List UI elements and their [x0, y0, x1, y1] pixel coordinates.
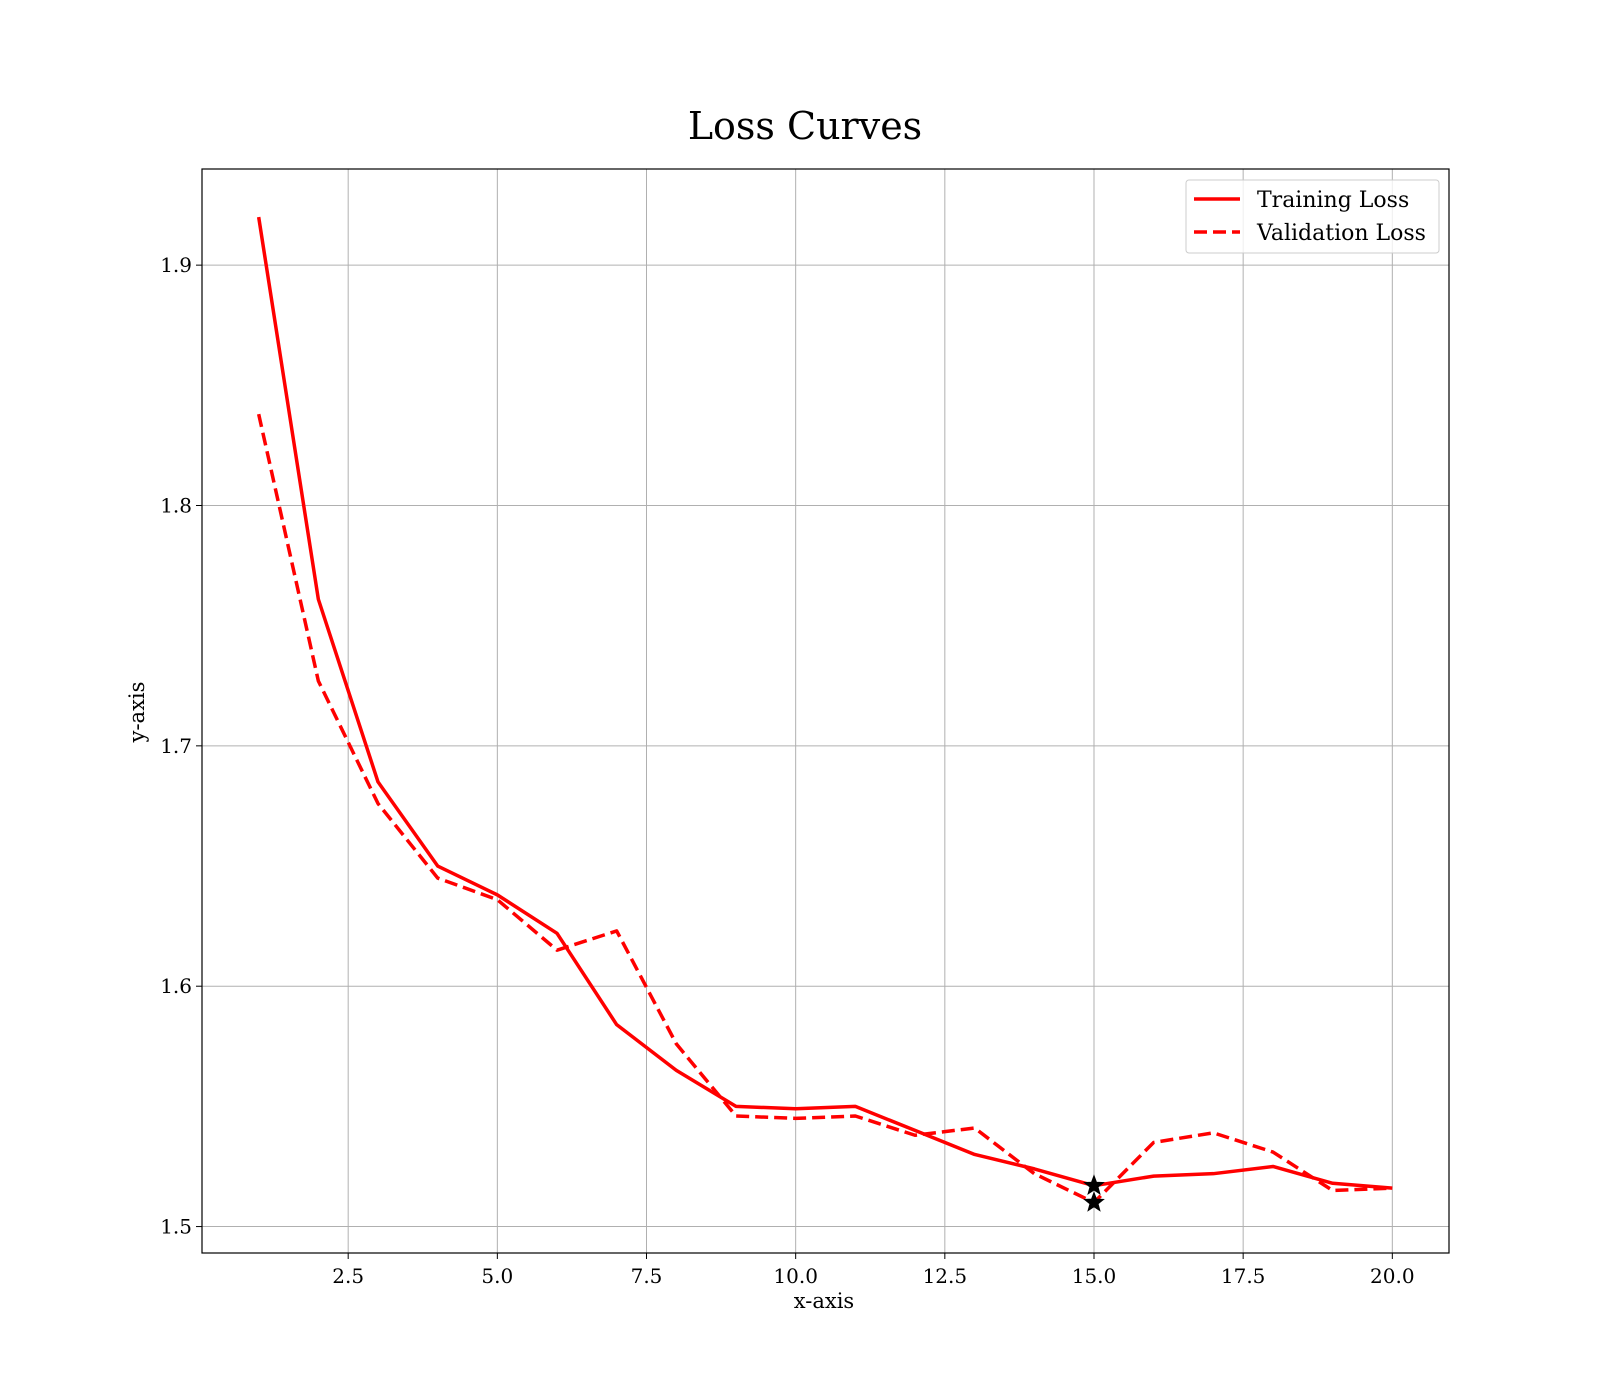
y-tick-label: 1.9	[160, 253, 192, 277]
y-axis-ticks: 1.5 1.6 1.7 1.8 1.9	[160, 253, 202, 1239]
min-marker-star-validation-loss	[1083, 1191, 1105, 1212]
chart-legend: Training Loss Validation Loss	[1185, 179, 1440, 254]
x-tick-label: 2.5	[332, 1264, 364, 1288]
series-line-validation-loss	[256, 413, 1393, 1205]
x-tick-label: 20.0	[1370, 1264, 1415, 1288]
grid-lines	[202, 169, 1449, 1253]
x-tick-label: 17.5	[1221, 1264, 1266, 1288]
min-marker-star-training-loss	[1083, 1174, 1105, 1195]
x-tick-label: 5.0	[481, 1264, 513, 1288]
plot-markers	[1083, 1174, 1105, 1212]
x-axis-ticks: 2.5 5.0 7.5 10.0 12.5 15.0 17.5 20.0	[332, 1253, 1415, 1288]
x-tick-label: 7.5	[631, 1264, 663, 1288]
y-tick-label: 1.5	[160, 1215, 192, 1239]
y-tick-label: 1.8	[160, 493, 192, 517]
x-tick-label: 12.5	[923, 1264, 968, 1288]
series-line-training-loss	[256, 216, 1393, 1190]
x-tick-label: 10.0	[773, 1264, 818, 1288]
y-axis-label: y-axis	[125, 682, 149, 744]
legend-box	[1185, 179, 1440, 254]
x-axis-label: x-axis	[794, 1289, 854, 1313]
y-tick-label: 1.7	[160, 734, 192, 758]
legend-label-training-loss: Training Loss	[1257, 188, 1409, 213]
legend-label-validation-loss: Validation Loss	[1256, 221, 1426, 246]
plot-series	[256, 216, 1393, 1205]
x-tick-label: 15.0	[1072, 1264, 1117, 1288]
chart-title: Loss Curves	[688, 104, 922, 148]
plot-area-frame	[201, 168, 1450, 1254]
y-tick-label: 1.6	[160, 974, 192, 998]
